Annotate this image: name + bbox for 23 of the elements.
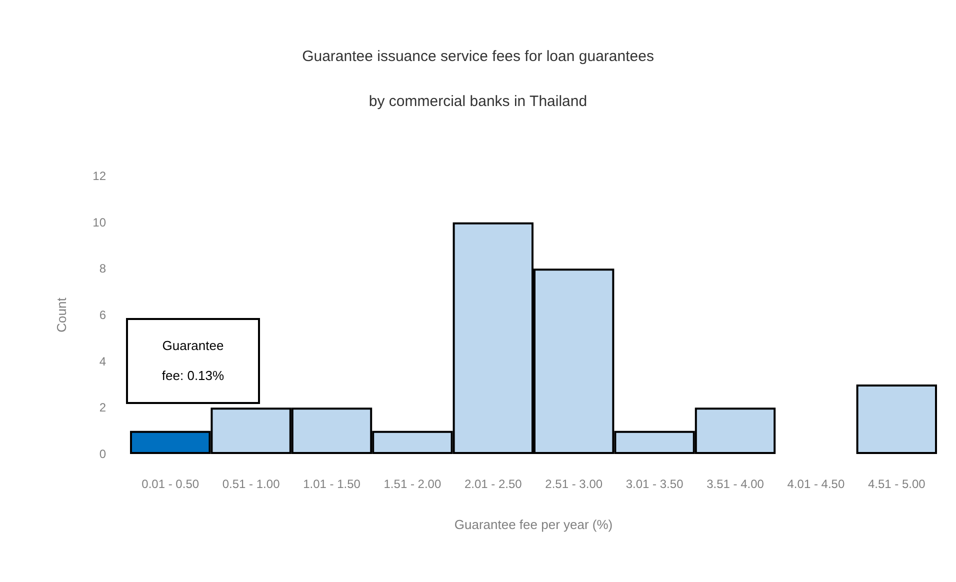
y-axis-title: Count	[54, 297, 69, 332]
x-tick-label: 3.01 - 3.50	[626, 477, 684, 491]
y-tick-label: 12	[92, 169, 106, 183]
chart-title: Guarantee issuance service fees for loan guarantees	[302, 48, 654, 65]
y-tick-label: 4	[99, 354, 106, 368]
x-tick-label: 4.01 - 4.50	[787, 477, 845, 491]
x-tick-label: 1.01 - 1.50	[303, 477, 361, 491]
x-tick-label: 2.51 - 3.00	[545, 477, 603, 491]
y-tick-label: 2	[99, 400, 106, 415]
y-tick-label: 8	[99, 262, 106, 276]
x-tick-label: 0.01 - 0.50	[142, 477, 200, 491]
x-tick-label: 0.51 - 1.00	[222, 477, 280, 491]
x-tick-label: 4.51 - 5.00	[868, 477, 926, 491]
y-tick-label: 6	[99, 308, 106, 322]
note-box: Guarantee fee: 0.13%	[126, 318, 260, 404]
bar	[856, 384, 937, 454]
x-tick-label: 3.51 - 4.00	[706, 477, 764, 491]
x-axis-title: Guarantee fee per year (%)	[454, 517, 613, 532]
y-tick-label: 0	[99, 447, 106, 461]
x-tick-label: 1.51 - 2.00	[384, 477, 442, 491]
chart-subtitle: by commercial banks in Thailand	[368, 93, 588, 110]
y-tick-label: 10	[92, 215, 106, 230]
x-tick-label: 2.01 - 2.50	[464, 477, 522, 491]
